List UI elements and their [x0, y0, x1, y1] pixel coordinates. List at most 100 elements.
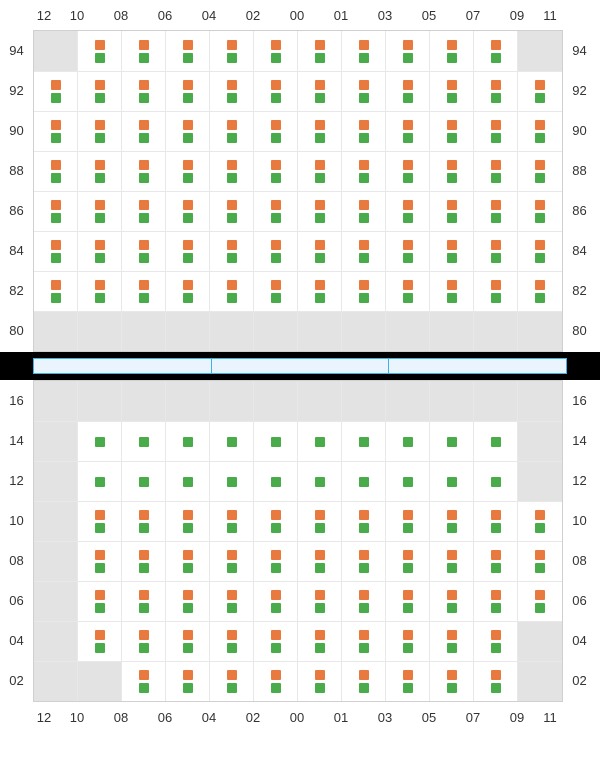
port-slot[interactable] — [210, 31, 254, 71]
port-slot[interactable] — [78, 581, 122, 621]
port-slot[interactable] — [34, 271, 78, 311]
port-slot[interactable] — [518, 111, 562, 151]
port-slot[interactable] — [430, 621, 474, 661]
port-slot[interactable] — [342, 71, 386, 111]
port-slot[interactable] — [210, 581, 254, 621]
port-slot[interactable] — [166, 501, 210, 541]
port-slot[interactable] — [122, 461, 166, 501]
port-slot[interactable] — [210, 151, 254, 191]
port-slot[interactable] — [298, 581, 342, 621]
port-slot[interactable] — [386, 541, 430, 581]
port-slot[interactable] — [210, 231, 254, 271]
port-slot[interactable] — [386, 111, 430, 151]
port-slot[interactable] — [210, 421, 254, 461]
port-slot[interactable] — [386, 461, 430, 501]
port-slot[interactable] — [166, 151, 210, 191]
port-slot[interactable] — [298, 111, 342, 151]
port-slot[interactable] — [342, 461, 386, 501]
port-slot[interactable] — [122, 31, 166, 71]
port-slot[interactable] — [254, 31, 298, 71]
port-slot[interactable] — [78, 621, 122, 661]
port-slot[interactable] — [122, 621, 166, 661]
port-slot[interactable] — [254, 581, 298, 621]
port-slot[interactable] — [342, 501, 386, 541]
port-slot[interactable] — [122, 421, 166, 461]
port-slot[interactable] — [430, 31, 474, 71]
port-slot[interactable] — [430, 231, 474, 271]
port-slot[interactable] — [34, 231, 78, 271]
port-slot[interactable] — [386, 71, 430, 111]
port-slot[interactable] — [474, 111, 518, 151]
port-slot[interactable] — [342, 621, 386, 661]
port-slot[interactable] — [122, 271, 166, 311]
port-slot[interactable] — [166, 111, 210, 151]
port-slot[interactable] — [254, 231, 298, 271]
port-slot[interactable] — [210, 501, 254, 541]
port-slot[interactable] — [34, 111, 78, 151]
port-slot[interactable] — [166, 421, 210, 461]
port-slot[interactable] — [386, 621, 430, 661]
port-slot[interactable] — [298, 71, 342, 111]
port-slot[interactable] — [430, 421, 474, 461]
port-slot[interactable] — [474, 231, 518, 271]
port-slot[interactable] — [122, 111, 166, 151]
port-slot[interactable] — [474, 541, 518, 581]
port-slot[interactable] — [518, 231, 562, 271]
port-slot[interactable] — [386, 661, 430, 701]
port-slot[interactable] — [474, 581, 518, 621]
port-slot[interactable] — [166, 541, 210, 581]
port-slot[interactable] — [122, 501, 166, 541]
port-slot[interactable] — [122, 71, 166, 111]
port-slot[interactable] — [518, 581, 562, 621]
port-slot[interactable] — [254, 661, 298, 701]
port-slot[interactable] — [342, 111, 386, 151]
port-slot[interactable] — [254, 461, 298, 501]
port-slot[interactable] — [386, 151, 430, 191]
port-slot[interactable] — [518, 541, 562, 581]
port-slot[interactable] — [298, 231, 342, 271]
port-slot[interactable] — [34, 71, 78, 111]
port-slot[interactable] — [122, 151, 166, 191]
port-slot[interactable] — [430, 71, 474, 111]
port-slot[interactable] — [122, 541, 166, 581]
port-slot[interactable] — [254, 421, 298, 461]
port-slot[interactable] — [254, 271, 298, 311]
port-slot[interactable] — [430, 501, 474, 541]
port-slot[interactable] — [78, 71, 122, 111]
port-slot[interactable] — [518, 151, 562, 191]
port-slot[interactable] — [298, 191, 342, 231]
port-slot[interactable] — [430, 151, 474, 191]
port-slot[interactable] — [430, 541, 474, 581]
port-slot[interactable] — [342, 151, 386, 191]
port-slot[interactable] — [342, 541, 386, 581]
port-slot[interactable] — [254, 541, 298, 581]
port-slot[interactable] — [430, 111, 474, 151]
port-slot[interactable] — [298, 661, 342, 701]
port-slot[interactable] — [254, 111, 298, 151]
port-slot[interactable] — [166, 461, 210, 501]
port-slot[interactable] — [386, 231, 430, 271]
port-slot[interactable] — [254, 501, 298, 541]
port-slot[interactable] — [430, 661, 474, 701]
port-slot[interactable] — [342, 191, 386, 231]
port-slot[interactable] — [474, 621, 518, 661]
port-slot[interactable] — [298, 421, 342, 461]
port-slot[interactable] — [298, 461, 342, 501]
port-slot[interactable] — [298, 31, 342, 71]
port-slot[interactable] — [166, 191, 210, 231]
port-slot[interactable] — [78, 421, 122, 461]
port-slot[interactable] — [210, 71, 254, 111]
port-slot[interactable] — [122, 231, 166, 271]
port-slot[interactable] — [166, 661, 210, 701]
port-slot[interactable] — [78, 461, 122, 501]
port-slot[interactable] — [254, 621, 298, 661]
port-slot[interactable] — [78, 271, 122, 311]
port-slot[interactable] — [122, 191, 166, 231]
port-slot[interactable] — [298, 151, 342, 191]
port-slot[interactable] — [474, 421, 518, 461]
port-slot[interactable] — [210, 541, 254, 581]
port-slot[interactable] — [166, 231, 210, 271]
port-slot[interactable] — [210, 621, 254, 661]
port-slot[interactable] — [34, 151, 78, 191]
port-slot[interactable] — [78, 501, 122, 541]
